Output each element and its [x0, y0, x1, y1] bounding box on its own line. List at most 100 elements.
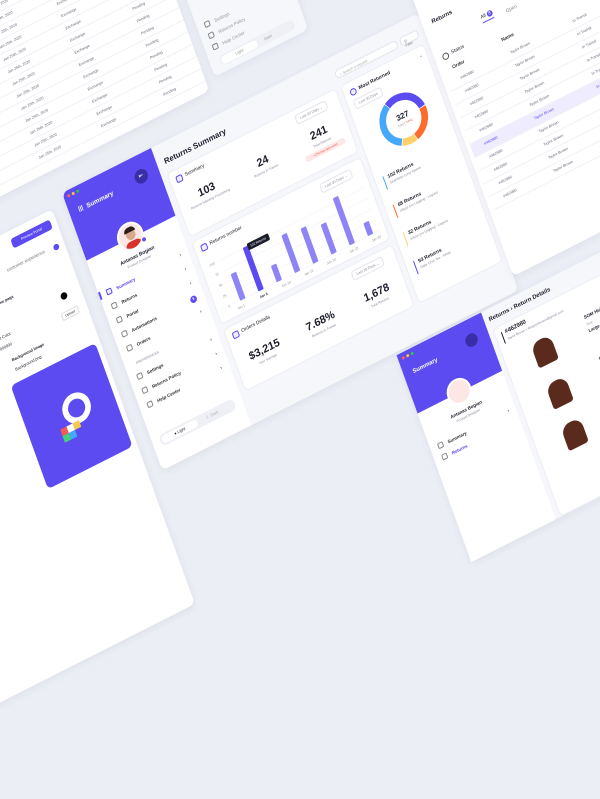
table-cell: #462980: [493, 162, 508, 172]
collapse-sidebar-button[interactable]: ⇤: [133, 167, 150, 186]
tab-all[interactable]: All 8: [480, 9, 494, 23]
table-cell: Exchange: [100, 117, 116, 128]
table-cell: #462980: [503, 188, 518, 198]
table-cell: In Transit: [591, 65, 600, 76]
bar[interactable]: [271, 263, 282, 282]
table-cell: Pending: [149, 50, 163, 60]
y-tick-label: 25: [222, 293, 227, 299]
sidebar-item-label: Orders: [136, 335, 151, 346]
hoodie-image: [530, 334, 558, 368]
chevron-right-icon: ›: [184, 266, 188, 272]
sidebar-item-label: Portal: [126, 308, 139, 319]
sidebar-title: Summary: [86, 190, 115, 210]
bar[interactable]: [363, 221, 373, 237]
orders-icon: [232, 330, 241, 340]
y-tick-label: 50: [218, 283, 223, 289]
column-header-name[interactable]: Name: [501, 32, 515, 44]
table-cell: In Transit: [577, 26, 592, 37]
y-tick-label: 100: [209, 261, 215, 267]
active-indicator: [98, 292, 102, 300]
table-cell: #462980: [474, 109, 489, 119]
x-tick-label: Jan 10: [281, 280, 292, 288]
summary-icon: [175, 174, 184, 184]
customer-experience-label: customer experience: [6, 249, 46, 273]
table-cell: #462980: [469, 96, 484, 106]
sidebar-item-label: Settings: [146, 362, 164, 375]
tab-count-badge: 8: [486, 9, 493, 17]
help-center-icon: [146, 400, 153, 408]
table-cell: In Transit: [586, 52, 600, 63]
experience-checkbox[interactable]: [53, 243, 60, 251]
calendar-icon: [200, 242, 209, 252]
table-cell: Pending: [136, 14, 150, 24]
window-minimize-dot[interactable]: [71, 191, 75, 195]
theme-toggle[interactable]: ● Light ☾ Dark: [158, 398, 237, 447]
summary-icon: [106, 287, 113, 295]
chevron-right-icon: ›: [220, 365, 224, 371]
window-maximize-dot[interactable]: [76, 189, 80, 193]
dark-mode-button[interactable]: ☾ Dark: [205, 408, 219, 421]
table-cell: #462980: [465, 83, 480, 93]
x-tick-label: Jan 25: [349, 246, 360, 254]
chevron-down-icon[interactable]: ⌄: [418, 52, 424, 60]
bar[interactable]: [333, 196, 355, 246]
table-cell: Pending: [132, 1, 146, 11]
chevron-right-icon: ›: [189, 280, 193, 286]
menu-icon: |||: [78, 205, 85, 213]
returns-title: Returns: [431, 10, 453, 26]
portal-icon: [116, 315, 123, 323]
table-cell: Pending: [158, 75, 172, 85]
x-tick-label: Jan 30: [371, 234, 382, 242]
chevron-right-icon: ›: [209, 337, 213, 343]
returns-policy-icon: [141, 386, 148, 394]
table-cell: #462980: [484, 135, 499, 145]
policy-icon: [208, 31, 215, 39]
table-cell: #462980: [460, 70, 475, 80]
y-tick-label: 0: [228, 304, 231, 309]
x-tick-label: Jan 5: [259, 292, 268, 300]
orders-icon: [126, 344, 133, 352]
sidebar-item-label: Returns: [121, 292, 138, 305]
table-cell: #462980: [479, 122, 494, 132]
bar[interactable]: [243, 245, 264, 291]
y-tick-label: 75: [215, 272, 220, 278]
bar[interactable]: [321, 222, 337, 255]
chevron-right-icon: ›: [214, 351, 218, 357]
table-cell: In Transit: [582, 39, 597, 50]
status-icon: [441, 51, 450, 61]
window-close-dot[interactable]: [67, 194, 71, 198]
filter-button[interactable]: ☰ Filter: [399, 29, 420, 46]
light-mode-button[interactable]: ● Light: [161, 419, 199, 445]
orders-range-dropdown[interactable]: Last 28 Days ⌄: [351, 256, 386, 281]
bar[interactable]: [301, 226, 319, 264]
help-icon: [212, 42, 219, 50]
avatar-badge: [140, 235, 147, 243]
returns-icon: [111, 301, 118, 309]
box-icon: [349, 87, 358, 97]
collapse-sidebar-button[interactable]: [464, 331, 480, 349]
color-swatch[interactable]: [60, 291, 69, 301]
tab-open[interactable]: Open: [505, 4, 518, 15]
table-cell: Pending: [145, 38, 159, 48]
color-value[interactable]: #000000: [0, 341, 13, 353]
summary-range-dropdown[interactable]: Last 30 Days ⌄: [294, 100, 329, 125]
x-tick-label: Jan 1: [237, 303, 246, 311]
x-tick-label: Jan 20: [326, 257, 337, 265]
chevron-right-icon: ›: [199, 309, 203, 315]
table-cell: Pending: [141, 26, 155, 36]
table-cell: #462980: [488, 149, 503, 159]
bar[interactable]: [281, 233, 300, 273]
badge: 5: [189, 294, 198, 304]
settings-icon: [136, 372, 143, 380]
table-cell: Pending: [154, 62, 168, 72]
upload-button[interactable]: Upload: [60, 305, 79, 321]
item-name: SOM Hidden Hoodie: [583, 295, 600, 320]
x-tick-label: Jan 15: [304, 269, 315, 277]
preview-portal-button[interactable]: Preview Portal: [10, 219, 53, 248]
bar[interactable]: [231, 272, 246, 301]
chevron-right-icon: ›: [179, 252, 183, 258]
hoodie-image: [560, 417, 588, 451]
table-cell: In Transit: [596, 78, 600, 89]
gear-icon: [204, 20, 211, 28]
automations-icon: [121, 330, 128, 338]
